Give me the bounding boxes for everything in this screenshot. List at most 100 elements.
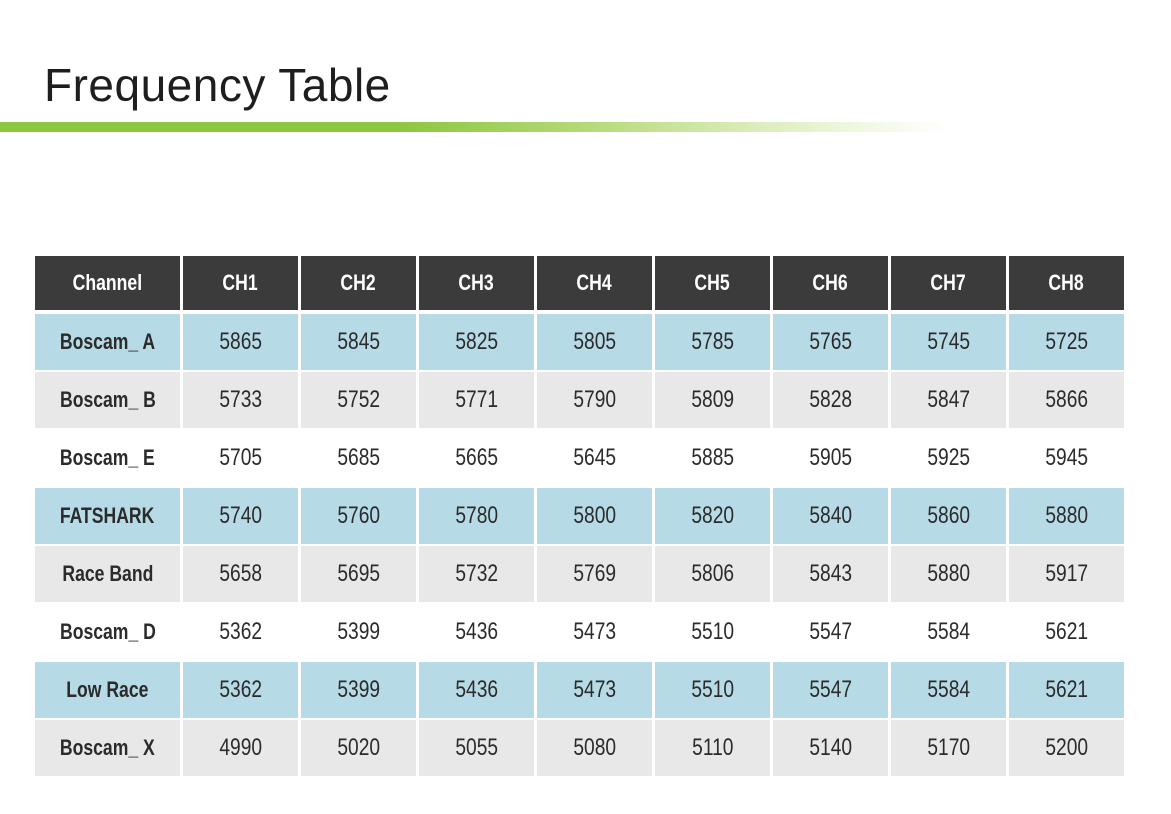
cell-boscam-b-ch4-text: 5790 <box>573 386 616 413</box>
cell-low-race-ch5: 5510 <box>655 662 770 718</box>
cell-fatshark-ch2-text: 5760 <box>337 502 380 529</box>
header-cell-ch5: CH5 <box>655 256 770 310</box>
cell-boscam-a-ch8-text: 5725 <box>1045 328 1088 355</box>
cell-fatshark-ch6-text: 5840 <box>809 502 852 529</box>
cell-boscam-b-ch4: 5790 <box>537 372 652 428</box>
cell-boscam-d-ch6: 5547 <box>773 604 888 660</box>
cell-boscam-x-ch2-text: 5020 <box>337 734 380 761</box>
cell-boscam-e-ch2: 5685 <box>301 430 416 486</box>
cell-boscam-a-ch1: 5865 <box>183 314 298 370</box>
cell-low-race-ch6-text: 5547 <box>809 676 852 703</box>
cell-boscam-x-ch5-text: 5110 <box>691 734 734 761</box>
cell-race-band-ch7: 5880 <box>891 546 1006 602</box>
header-cell-ch8: CH8 <box>1009 256 1124 310</box>
cell-race-band-ch3-text: 5732 <box>455 560 498 587</box>
cell-low-race-ch2: 5399 <box>301 662 416 718</box>
cell-boscam-e-ch4: 5645 <box>537 430 652 486</box>
cell-race-band-ch2-text: 5695 <box>337 560 380 587</box>
cell-boscam-x-ch3-text: 5055 <box>455 734 498 761</box>
cell-boscam-d-ch2-text: 5399 <box>337 618 380 645</box>
header-cell-ch4: CH4 <box>537 256 652 310</box>
cell-boscam-b-ch3-text: 5771 <box>455 386 498 413</box>
cell-race-band-ch6: 5843 <box>773 546 888 602</box>
cell-boscam-e-ch7-text: 5925 <box>927 444 970 471</box>
cell-boscam-d-ch1: 5362 <box>183 604 298 660</box>
cell-boscam-x-ch6: 5140 <box>773 720 888 776</box>
cell-boscam-x-ch5: 5110 <box>655 720 770 776</box>
cell-boscam-d-ch4: 5473 <box>537 604 652 660</box>
cell-race-band-ch4-text: 5769 <box>573 560 616 587</box>
cell-boscam-a-ch4-text: 5805 <box>573 328 616 355</box>
cell-low-race-ch5-text: 5510 <box>691 676 734 703</box>
cell-boscam-d-ch1-text: 5362 <box>219 618 262 645</box>
cell-boscam-b-ch1: 5733 <box>183 372 298 428</box>
cell-boscam-x-ch6-text: 5140 <box>809 734 852 761</box>
header-cell-channel-text: Channel <box>72 270 143 295</box>
cell-race-band-ch5: 5806 <box>655 546 770 602</box>
cell-fatshark-ch4: 5800 <box>537 488 652 544</box>
header-cell-ch4-text: CH4 <box>576 270 613 295</box>
row-label-boscam-b-text: Boscam_ B <box>59 387 156 412</box>
cell-boscam-b-ch2-text: 5752 <box>337 386 380 413</box>
cell-boscam-b-ch3: 5771 <box>419 372 534 428</box>
cell-boscam-d-ch3-text: 5436 <box>455 618 498 645</box>
cell-boscam-e-ch3: 5665 <box>419 430 534 486</box>
cell-boscam-e-ch3-text: 5665 <box>455 444 498 471</box>
cell-boscam-d-ch6-text: 5547 <box>809 618 852 645</box>
cell-boscam-x-ch4-text: 5080 <box>573 734 616 761</box>
cell-low-race-ch8-text: 5621 <box>1045 676 1088 703</box>
cell-boscam-d-ch7-text: 5584 <box>927 618 970 645</box>
row-label-low-race-text: Low Race <box>66 677 149 702</box>
cell-boscam-e-ch8-text: 5945 <box>1045 444 1088 471</box>
row-label-fatshark-text: FATSHARK <box>60 503 155 528</box>
cell-low-race-ch1: 5362 <box>183 662 298 718</box>
cell-boscam-b-ch5-text: 5809 <box>691 386 734 413</box>
cell-fatshark-ch1-text: 5740 <box>219 502 262 529</box>
cell-boscam-x-ch3: 5055 <box>419 720 534 776</box>
row-label-boscam-d: Boscam_ D <box>35 604 180 660</box>
row-label-boscam-e-text: Boscam_ E <box>60 445 155 470</box>
cell-boscam-a-ch3: 5825 <box>419 314 534 370</box>
frequency-table: Channel CH1 CH2 CH3 CH4 CH5 CH6 CH7 CH8 Boscam_ A… <box>35 256 1124 776</box>
cell-boscam-d-ch3: 5436 <box>419 604 534 660</box>
cell-boscam-a-ch1-text: 5865 <box>219 328 262 355</box>
header-cell-ch5-text: CH5 <box>694 270 731 295</box>
header-cell-ch6: CH6 <box>773 256 888 310</box>
cell-boscam-a-ch7-text: 5745 <box>927 328 970 355</box>
cell-low-race-ch8: 5621 <box>1009 662 1124 718</box>
row-label-low-race: Low Race <box>35 662 180 718</box>
cell-boscam-a-ch4: 5805 <box>537 314 652 370</box>
row-label-boscam-b: Boscam_ B <box>35 372 180 428</box>
cell-boscam-b-ch5: 5809 <box>655 372 770 428</box>
cell-low-race-ch6: 5547 <box>773 662 888 718</box>
cell-boscam-e-ch2-text: 5685 <box>337 444 380 471</box>
cell-race-band-ch1-text: 5658 <box>219 560 262 587</box>
cell-fatshark-ch4-text: 5800 <box>573 502 616 529</box>
cell-fatshark-ch7: 5860 <box>891 488 1006 544</box>
cell-race-band-ch2: 5695 <box>301 546 416 602</box>
cell-boscam-a-ch7: 5745 <box>891 314 1006 370</box>
cell-boscam-b-ch2: 5752 <box>301 372 416 428</box>
cell-fatshark-ch7-text: 5860 <box>927 502 970 529</box>
cell-boscam-b-ch8-text: 5866 <box>1045 386 1088 413</box>
cell-boscam-e-ch6: 5905 <box>773 430 888 486</box>
cell-race-band-ch7-text: 5880 <box>927 560 970 587</box>
header-cell-ch7-text: CH7 <box>930 270 967 295</box>
cell-fatshark-ch6: 5840 <box>773 488 888 544</box>
row-label-boscam-x: Boscam_ X <box>35 720 180 776</box>
row-label-boscam-a: Boscam_ A <box>35 314 180 370</box>
cell-boscam-a-ch8: 5725 <box>1009 314 1124 370</box>
cell-boscam-a-ch5-text: 5785 <box>691 328 734 355</box>
cell-boscam-x-ch4: 5080 <box>537 720 652 776</box>
header-cell-ch2: CH2 <box>301 256 416 310</box>
cell-low-race-ch7: 5584 <box>891 662 1006 718</box>
cell-boscam-d-ch5: 5510 <box>655 604 770 660</box>
cell-race-band-ch1: 5658 <box>183 546 298 602</box>
cell-fatshark-ch5-text: 5820 <box>691 502 734 529</box>
header-cell-ch8-text: CH8 <box>1048 270 1085 295</box>
cell-boscam-x-ch8-text: 5200 <box>1045 734 1088 761</box>
cell-boscam-d-ch8: 5621 <box>1009 604 1124 660</box>
row-label-fatshark: FATSHARK <box>35 488 180 544</box>
cell-boscam-a-ch5: 5785 <box>655 314 770 370</box>
